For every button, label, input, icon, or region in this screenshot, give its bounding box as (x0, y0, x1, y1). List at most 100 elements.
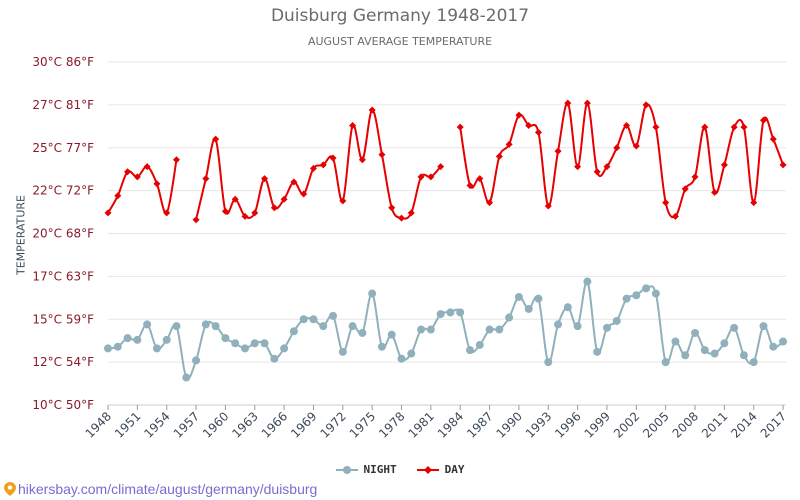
data-point-night (368, 289, 377, 298)
data-point-night (769, 342, 778, 351)
data-point-night (446, 308, 455, 317)
data-point-day (730, 123, 738, 131)
x-tick-label: 1999 (582, 409, 613, 440)
data-point-night (563, 303, 572, 312)
x-tick-label: 1996 (552, 409, 583, 440)
x-tick-label: 1990 (494, 409, 525, 440)
x-tick-label: 1975 (347, 409, 378, 440)
data-point-day (358, 156, 366, 164)
data-point-day (642, 101, 650, 109)
data-point-day (574, 163, 582, 171)
data-point-night (231, 339, 240, 348)
x-tick-label: 1978 (376, 409, 407, 440)
data-point-night (358, 328, 367, 337)
data-point-night (338, 347, 347, 356)
data-point-day (143, 163, 151, 171)
data-point-night (162, 335, 171, 344)
series-line-night (107, 280, 784, 380)
data-point-day (613, 144, 621, 152)
data-point-night (221, 334, 230, 343)
series-lines (104, 99, 788, 382)
y-tick-label: 25°C 77°F (32, 141, 94, 155)
data-point-night (152, 344, 161, 353)
legend-item-day[interactable]: DAY (416, 463, 465, 476)
x-tick-label: 2014 (728, 409, 759, 440)
data-point-day (544, 202, 552, 210)
data-point-day (241, 212, 249, 220)
data-point-day (427, 173, 435, 181)
y-tick-label: 20°C 68°F (32, 227, 94, 241)
data-point-night (485, 325, 494, 334)
data-point-night (329, 311, 338, 320)
data-point-day (720, 161, 728, 169)
data-point-day (701, 123, 709, 131)
data-point-day (632, 142, 640, 150)
data-point-night (700, 346, 709, 355)
data-point-day (583, 99, 591, 107)
legend-item-night[interactable]: NIGHT (335, 463, 397, 476)
data-point-day (104, 209, 112, 217)
data-point-day (398, 214, 406, 222)
y-tick-label: 17°C 63°F (32, 269, 94, 283)
series-line-day (195, 109, 442, 221)
data-point-night (309, 315, 318, 324)
data-point-night (671, 337, 680, 346)
data-point-night (739, 351, 748, 360)
x-tick-label: 2005 (640, 409, 671, 440)
location-pin-icon (4, 482, 16, 496)
x-tick-label: 2017 (758, 409, 789, 440)
data-point-day (769, 135, 777, 143)
legend-label-day: DAY (444, 463, 465, 476)
footer-text: hikersbay.com/climate/august/germany/dui… (18, 481, 318, 497)
data-point-day (652, 123, 660, 131)
data-point-night (104, 344, 112, 353)
data-point-night (622, 294, 631, 303)
data-point-night (642, 284, 651, 293)
x-tick-label: 1948 (83, 409, 114, 440)
data-point-night (759, 322, 768, 331)
data-point-day (251, 209, 259, 217)
data-point-night (260, 339, 269, 348)
data-point-day (554, 147, 562, 155)
legend: NIGHT DAY (0, 463, 800, 476)
data-point-night (465, 346, 474, 355)
data-point-day (779, 161, 787, 169)
data-point-night (514, 292, 523, 301)
y-tick-label: 10°C 50°F (32, 398, 94, 412)
data-point-night (123, 334, 132, 343)
data-point-day (495, 152, 503, 160)
y-tick-label: 15°C 59°F (32, 312, 94, 326)
data-point-day (525, 121, 533, 129)
footer-link[interactable]: hikersbay.com/climate/august/germany/dui… (4, 481, 317, 497)
data-point-day (750, 199, 758, 207)
data-point-day (456, 123, 464, 131)
data-point-night (113, 342, 122, 351)
data-point-night (651, 289, 660, 298)
data-point-night (475, 340, 484, 349)
data-point-night (289, 327, 298, 336)
data-point-day (349, 121, 357, 129)
data-point-day (515, 111, 523, 119)
chart-subtitle: AUGUST AVERAGE TEMPERATURE (307, 35, 493, 48)
data-point-night (691, 328, 700, 337)
data-point-day (114, 192, 122, 200)
data-point-night (573, 322, 582, 331)
data-point-day (691, 173, 699, 181)
data-point-night (377, 342, 386, 351)
data-point-day (280, 195, 288, 203)
data-point-day (133, 173, 141, 181)
x-tick-label: 1957 (171, 409, 202, 440)
data-point-day (153, 180, 161, 188)
data-point-night (534, 294, 543, 303)
data-point-day (476, 175, 484, 183)
data-point-night (681, 351, 690, 360)
data-point-night (270, 354, 279, 363)
y-tick-label: 12°C 54°F (32, 355, 94, 369)
data-point-day (290, 178, 298, 186)
data-point-night (348, 322, 357, 331)
data-point-night (661, 358, 670, 367)
data-point-day (300, 190, 308, 198)
data-point-day (603, 163, 611, 171)
data-point-day (417, 173, 425, 181)
data-point-day (759, 116, 767, 124)
